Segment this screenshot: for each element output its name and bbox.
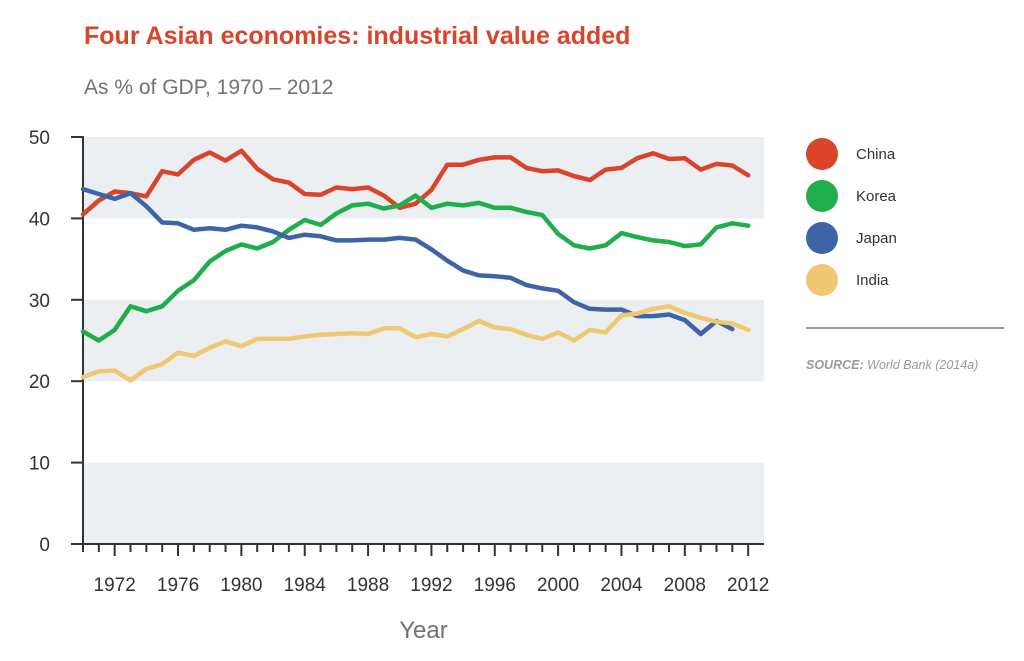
x-tick-label-1984: 1984 (284, 575, 327, 596)
y-tick-label-0: 0 (39, 535, 50, 556)
chart-title: Four Asian economies: industrial value a… (84, 22, 631, 50)
legend-swatch-korea (806, 180, 838, 212)
legend-divider (806, 327, 1004, 329)
plot-band-0 (83, 137, 764, 219)
y-tick-label-50: 50 (29, 128, 50, 149)
legend-label-india: India (856, 272, 889, 289)
legend-item-india: India (806, 264, 1006, 306)
source-text: World Bank (2014a) (867, 358, 979, 372)
x-axis-title: Year (399, 617, 448, 644)
legend-swatch-japan (806, 222, 838, 254)
y-tick-label-10: 10 (29, 454, 50, 475)
legend-label-china: China (856, 146, 896, 163)
legend-label-korea: Korea (856, 188, 897, 205)
plot-band-2 (83, 462, 764, 544)
series-line-china (80, 148, 751, 217)
legend-item-japan: Japan (806, 222, 1006, 264)
series-line-india (80, 304, 751, 383)
y-tick-label-40: 40 (29, 209, 50, 230)
x-tick-label-2008: 2008 (664, 575, 706, 596)
y-tick-label-20: 20 (29, 372, 50, 393)
chart-subtitle: As % of GDP, 1970 – 2012 (84, 76, 334, 99)
source-note: SOURCE: World Bank (2014a) (806, 358, 978, 372)
legend-swatch-china (806, 138, 838, 170)
x-tick-label-1996: 1996 (474, 575, 516, 596)
x-tick-label-1988: 1988 (347, 575, 389, 596)
legend: China Korea Japan India (806, 138, 1006, 306)
x-tick-label-2012: 2012 (727, 575, 769, 596)
x-tick-label-1976: 1976 (157, 575, 199, 596)
legend-label-japan: Japan (856, 230, 897, 247)
series-line-korea (80, 193, 751, 343)
source-label: SOURCE: (806, 358, 864, 372)
series-line-japan (80, 186, 735, 337)
x-tick-label-1980: 1980 (220, 575, 262, 596)
y-tick-label-30: 30 (29, 291, 50, 312)
x-tick-label-1992: 1992 (410, 575, 452, 596)
x-tick-label-1972: 1972 (94, 575, 136, 596)
plot-band-1 (83, 299, 764, 382)
legend-swatch-india (806, 264, 838, 296)
x-tick-label-2004: 2004 (600, 575, 643, 596)
legend-item-korea: Korea (806, 180, 1006, 222)
x-tick-label-2000: 2000 (537, 575, 579, 596)
legend-item-china: China (806, 138, 1006, 180)
